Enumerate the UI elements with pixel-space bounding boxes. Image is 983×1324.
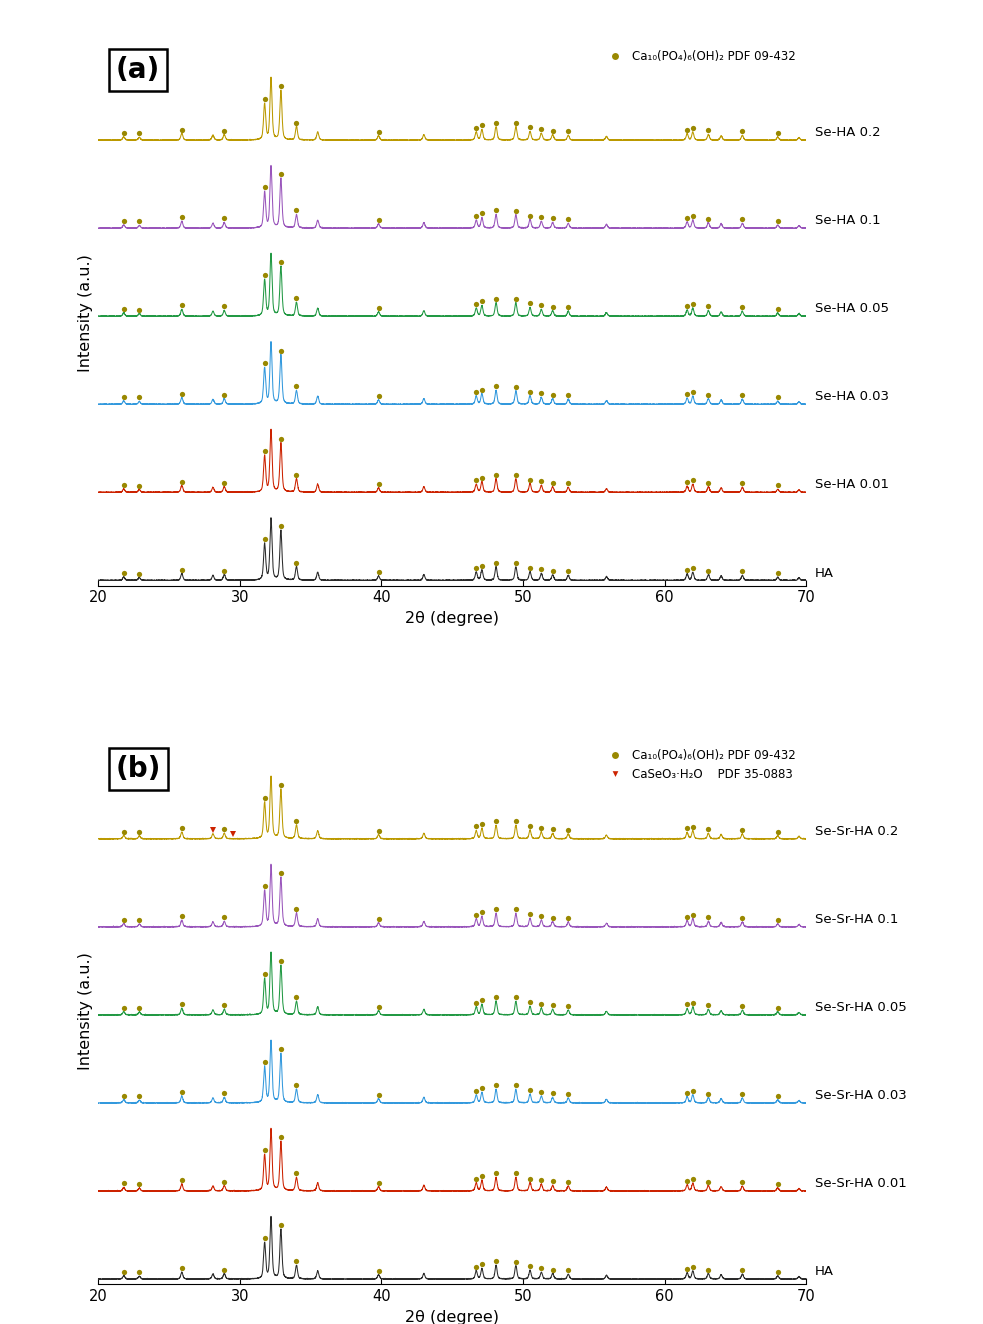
Legend: Ca₁₀(PO₄)₆(OH)₂ PDF 09-432: Ca₁₀(PO₄)₆(OH)₂ PDF 09-432	[599, 45, 800, 68]
Text: Se-Sr-HA 0.2: Se-Sr-HA 0.2	[815, 825, 897, 838]
Text: Se-HA 0.1: Se-HA 0.1	[815, 214, 880, 228]
Text: (a): (a)	[116, 56, 160, 85]
Text: HA: HA	[815, 567, 834, 580]
Text: (b): (b)	[116, 755, 161, 782]
X-axis label: 2θ (degree): 2θ (degree)	[405, 610, 499, 626]
Text: Se-HA 0.01: Se-HA 0.01	[815, 478, 889, 491]
Text: Se-HA 0.2: Se-HA 0.2	[815, 126, 880, 139]
X-axis label: 2θ (degree): 2θ (degree)	[405, 1309, 499, 1324]
Text: Se-Sr-HA 0.03: Se-Sr-HA 0.03	[815, 1090, 906, 1102]
Text: Se-Sr-HA 0.05: Se-Sr-HA 0.05	[815, 1001, 906, 1014]
Text: Se-HA 0.03: Se-HA 0.03	[815, 391, 889, 404]
Text: Se-HA 0.05: Se-HA 0.05	[815, 302, 889, 315]
Text: HA: HA	[815, 1266, 834, 1278]
Legend: Ca₁₀(PO₄)₆(OH)₂ PDF 09-432, CaSeO₃·H₂O    PDF 35-0883: Ca₁₀(PO₄)₆(OH)₂ PDF 09-432, CaSeO₃·H₂O P…	[599, 744, 800, 785]
Text: Se-Sr-HA 0.01: Se-Sr-HA 0.01	[815, 1177, 906, 1190]
Y-axis label: Intensity (a.u.): Intensity (a.u.)	[78, 952, 92, 1070]
Y-axis label: Intensity (a.u.): Intensity (a.u.)	[78, 254, 92, 372]
Text: Se-Sr-HA 0.1: Se-Sr-HA 0.1	[815, 914, 897, 925]
